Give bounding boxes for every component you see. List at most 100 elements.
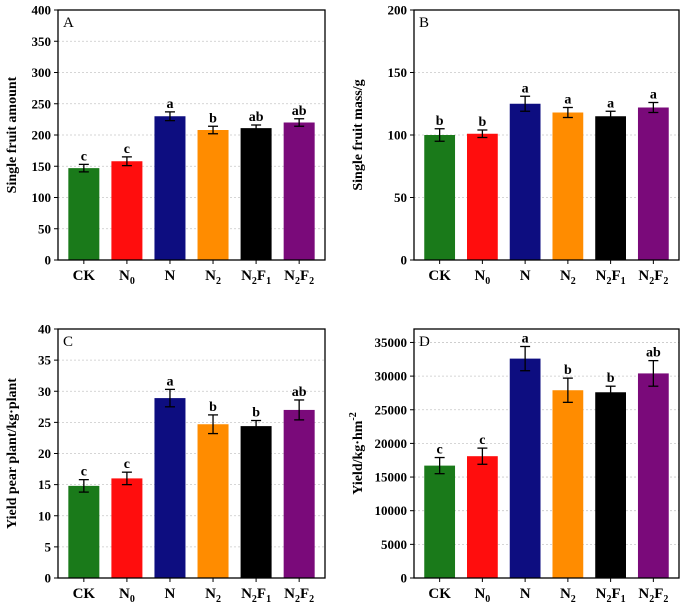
- significance-letter: ab: [292, 385, 307, 400]
- significance-letter: b: [209, 400, 217, 415]
- plot-frame: [413, 328, 680, 579]
- y-tick-label: 250: [32, 96, 52, 111]
- bar: [154, 116, 186, 260]
- x-tick-label: CK: [428, 586, 451, 602]
- x-tick-label: N2​F1​: [241, 586, 271, 605]
- bar: [552, 112, 584, 260]
- y-tick-label: 35: [38, 353, 52, 368]
- bar: [197, 130, 229, 260]
- bar: [595, 392, 626, 578]
- bar: [197, 424, 229, 578]
- significance-letter: a: [564, 93, 571, 108]
- y-tick-label: 300: [32, 65, 52, 80]
- y-tick-label: 400: [32, 3, 52, 18]
- significance-letter: a: [522, 81, 529, 96]
- significance-letter: b: [436, 114, 444, 129]
- x-tick-label: N2​F2​: [638, 268, 668, 287]
- y-tick-label: 35000: [375, 335, 408, 350]
- y-tick-label: 50: [394, 190, 407, 205]
- y-tick-label: 0: [401, 253, 408, 268]
- y-tick-label: 20000: [375, 436, 408, 451]
- x-tick-label: CK: [428, 268, 451, 284]
- significance-letter: a: [166, 97, 173, 112]
- bar: [68, 168, 100, 260]
- panel-C: c CK c N0​ a Nb N2​ b N2​F1​ ab N2​F2​ 0 5 10 15 20 25 30…: [5, 322, 326, 605]
- panel-B: b CK b N0​ a Na N2​ a N2​F1​ a N2​F2​ 0 50 100 150 200 B…: [351, 3, 680, 287]
- significance-letter: b: [564, 363, 572, 378]
- y-tick-label: 0: [401, 571, 408, 586]
- y-tick-label: 30000: [375, 369, 408, 384]
- bar: [111, 161, 143, 260]
- panel-label: B: [419, 15, 429, 31]
- significance-letter: c: [437, 443, 443, 458]
- x-tick-label: N2​: [560, 268, 576, 287]
- bar: [467, 133, 498, 260]
- y-tick-label: 20: [38, 446, 51, 461]
- significance-letter: ab: [292, 104, 307, 119]
- significance-letter: c: [81, 149, 87, 164]
- significance-letter: b: [478, 115, 486, 130]
- y-tick-label: 15: [38, 477, 52, 492]
- y-tick-label: 0: [45, 571, 52, 586]
- y-tick-label: 50: [38, 221, 51, 236]
- x-tick-label: N2​F2​: [284, 586, 314, 605]
- y-axis-title: Yield/kg·hm-2: [348, 412, 366, 495]
- significance-letter: ab: [646, 346, 661, 361]
- bar: [68, 485, 100, 578]
- x-tick-label: N: [165, 268, 176, 284]
- bar: [509, 103, 541, 260]
- x-tick-label: N2​F2​: [638, 586, 668, 605]
- y-tick-label: 100: [388, 128, 408, 143]
- x-tick-label: N0​: [474, 586, 490, 605]
- significance-letter: a: [650, 88, 657, 103]
- significance-letter: b: [607, 371, 615, 386]
- panel-A: c CK c N0​ a Nb N2​ ab N2​F1​ ab N2​F2​ 0 50 100 150 20…: [5, 3, 326, 287]
- x-tick-label: N0​: [474, 268, 490, 287]
- y-tick-label: 40: [38, 322, 51, 337]
- significance-letter: a: [166, 374, 173, 389]
- x-tick-label: CK: [73, 268, 96, 284]
- y-axis-title: Single fruit amount: [5, 76, 20, 193]
- x-tick-label: N2​F1​: [241, 268, 271, 287]
- significance-letter: c: [124, 142, 130, 157]
- bar: [637, 107, 669, 260]
- y-tick-label: 100: [32, 190, 52, 205]
- x-tick-label: N2​: [560, 586, 576, 605]
- y-tick-label: 15000: [375, 470, 408, 485]
- y-tick-label: 350: [32, 34, 52, 49]
- bar: [509, 358, 541, 578]
- x-tick-label: CK: [73, 586, 96, 602]
- significance-letter: c: [81, 465, 87, 480]
- y-tick-label: 0: [45, 253, 52, 268]
- x-tick-label: N0​: [119, 268, 135, 287]
- y-tick-label: 25000: [375, 402, 408, 417]
- x-tick-label: N2​F1​: [596, 268, 626, 287]
- significance-letter: b: [209, 111, 217, 126]
- y-axis-title: Single fruit mass/g: [351, 79, 366, 190]
- y-tick-label: 5: [45, 539, 52, 554]
- y-axis-title: Yield pear plant/kg·plant: [5, 378, 20, 529]
- significance-letter: c: [124, 457, 130, 472]
- y-tick-label: 150: [32, 159, 52, 174]
- x-tick-label: N2​F2​: [284, 268, 314, 287]
- panel-label: A: [63, 15, 74, 31]
- bar: [637, 373, 669, 578]
- significance-letter: a: [522, 331, 529, 346]
- x-tick-label: N0​: [119, 586, 135, 605]
- panel-label: D: [419, 334, 430, 350]
- y-tick-label: 10000: [375, 503, 408, 518]
- significance-letter: ab: [249, 110, 264, 125]
- panel-label: C: [63, 334, 73, 350]
- y-tick-label: 200: [388, 3, 408, 18]
- bar: [240, 426, 272, 578]
- bar: [283, 122, 315, 260]
- bar: [467, 456, 498, 578]
- bar: [552, 390, 584, 578]
- x-tick-label: N2​: [205, 586, 221, 605]
- significance-letter: a: [607, 96, 614, 111]
- plot-frame: [413, 9, 680, 261]
- y-tick-label: 30: [38, 384, 51, 399]
- x-tick-label: N: [165, 586, 176, 602]
- bar: [154, 398, 186, 578]
